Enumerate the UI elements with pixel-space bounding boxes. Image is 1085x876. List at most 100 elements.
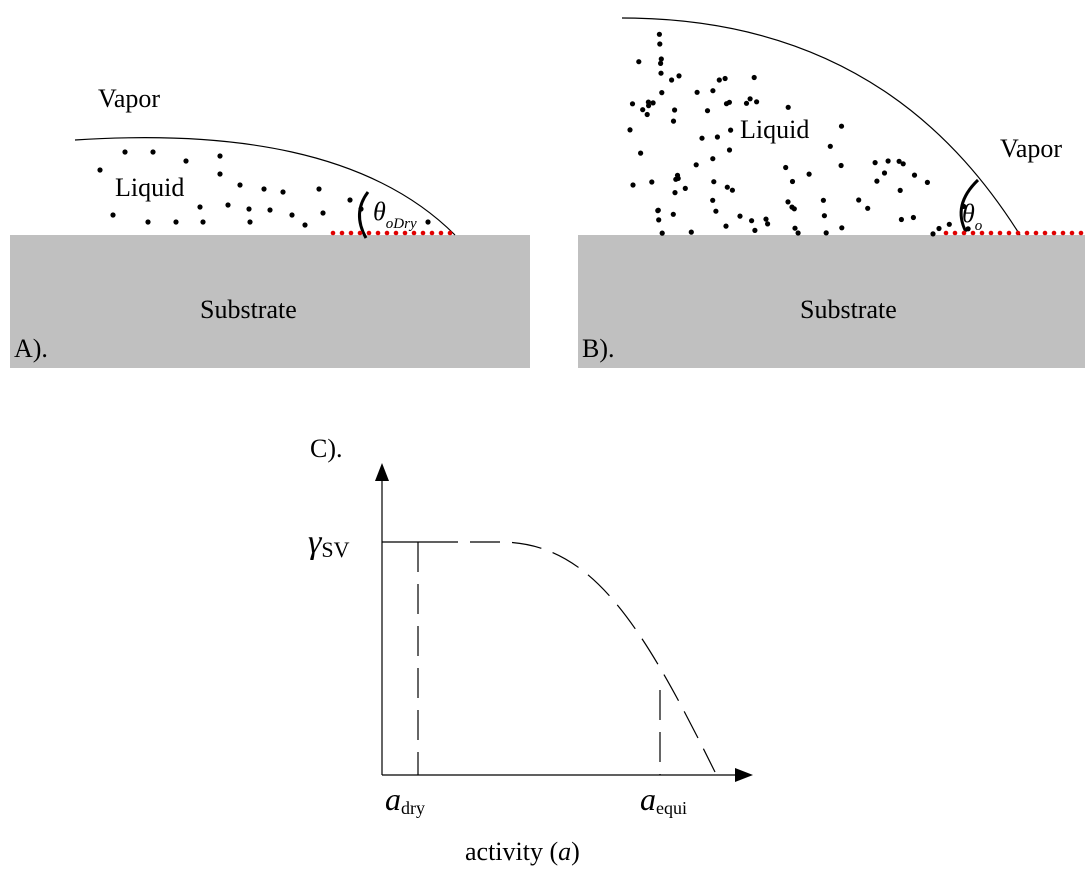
dot [711,179,717,185]
dot [393,230,399,236]
dot [645,99,652,105]
part: activity ( [465,837,558,866]
dot [783,164,789,171]
dot [743,100,750,106]
dot [649,179,655,185]
dot [729,187,736,193]
dot [674,172,681,178]
dot [425,219,431,225]
dot [659,230,665,236]
curve [428,541,716,773]
dot [839,225,845,231]
dot [320,210,326,216]
dot [911,172,918,178]
dot [946,221,952,227]
dot [896,158,902,164]
dot [785,104,791,110]
dot [237,182,243,188]
dot [173,219,179,225]
dot [183,158,189,164]
dot [881,170,888,176]
dot [754,99,760,105]
dot [1042,230,1048,236]
dot [447,230,453,236]
dot [347,197,353,203]
dot [357,230,363,236]
dot [1051,230,1057,236]
dot [411,230,417,236]
dot [806,171,812,177]
dot [630,182,636,188]
dot [751,74,757,81]
dot [713,208,719,214]
dot [402,230,408,236]
dot [682,185,688,191]
dot [900,161,906,167]
angle-symbol: θ [373,197,386,226]
substrate-label: Substrate [200,295,297,324]
dot [217,153,223,159]
substrate-label: Substrate [800,295,897,324]
dot [723,223,729,229]
dot [885,158,891,164]
dot [961,230,967,236]
x-arrow [735,768,753,782]
dot [261,186,267,192]
dot [961,203,967,209]
symbol: a [640,781,656,817]
dot [823,230,829,236]
dot [965,226,971,232]
dot [821,213,828,219]
dot [898,216,905,223]
dot [943,230,949,236]
dot [150,149,156,155]
x-axis-label: activity (a) [465,837,580,866]
dot [728,127,734,133]
dot [197,204,203,210]
dot [726,99,733,105]
dot [384,230,390,236]
dot [874,178,880,184]
part: a [558,837,571,866]
droplet-a [74,137,456,236]
dot [316,186,322,192]
dot [699,135,705,141]
dot [694,89,700,95]
adsorbed-b [943,230,1084,236]
panel-label: B). [582,334,615,363]
dot [658,56,664,62]
y-arrow [375,463,389,481]
dot [789,178,796,185]
angle-label: θoDry [373,197,417,232]
dot [358,206,364,212]
dot [656,31,663,37]
dot [970,230,976,236]
dot [724,184,730,190]
molecules-a [97,149,431,228]
dot [1069,230,1075,236]
symbol: a [385,781,401,817]
dot [988,230,994,236]
dot [429,230,435,236]
dot [629,101,636,107]
dot [676,73,682,79]
dot [420,230,426,236]
panel-label: C). [310,434,343,463]
dot [792,225,798,231]
dot [1033,230,1039,236]
substrate-b [578,235,1085,368]
dot [225,202,231,208]
dot [1060,230,1066,236]
subscript: dry [401,798,425,818]
angle-subscript: o [975,218,983,234]
dot [672,190,678,196]
liquid-label: Liquid [115,173,184,202]
dot [1078,230,1084,236]
dot [827,143,833,149]
dot [672,107,678,113]
dot [280,189,286,195]
dry-label: adry [385,781,425,818]
dot [710,156,716,162]
part: ) [571,837,580,866]
